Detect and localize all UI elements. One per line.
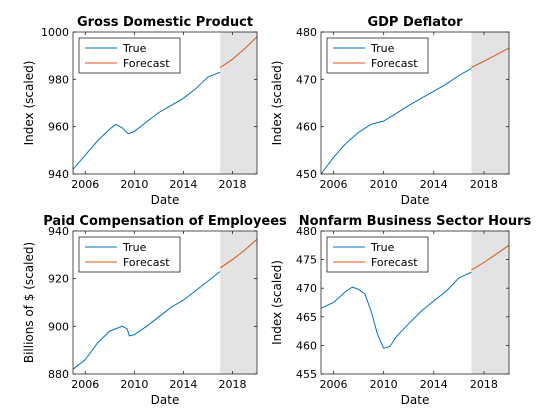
legend-box bbox=[326, 236, 429, 273]
x-axis-label: Date bbox=[151, 193, 180, 207]
y-tick-label: 920 bbox=[48, 273, 69, 286]
x-tick-label: 2018 bbox=[218, 378, 246, 391]
x-tick-label: 2010 bbox=[120, 178, 148, 191]
y-tick-label: 480 bbox=[296, 26, 317, 39]
legend-label: True bbox=[122, 42, 147, 55]
x-tick-label: 2018 bbox=[470, 178, 498, 191]
x-tick-label: 2010 bbox=[370, 178, 398, 191]
y-axis-label: Billions of $ (scaled) bbox=[22, 242, 36, 363]
chart-title: Nonfarm Business Sector Hours bbox=[299, 214, 532, 229]
series-true-line bbox=[72, 271, 221, 370]
forecast-region bbox=[471, 32, 509, 174]
y-tick-label: 940 bbox=[48, 168, 69, 181]
y-tick-label: 450 bbox=[296, 168, 317, 181]
y-tick-label: 465 bbox=[296, 311, 317, 324]
legend-label: Forecast bbox=[123, 256, 170, 269]
series-true-line bbox=[72, 71, 221, 170]
chart-panel-4: 2006 2010 2014 2018 455 460 465 470 475 480Nonfar… bbox=[270, 214, 532, 407]
y-tick-label: 460 bbox=[296, 121, 317, 134]
y-axis-label: Index (scaled) bbox=[270, 61, 284, 146]
y-tick-label: 880 bbox=[48, 368, 69, 381]
y-tick-label: 980 bbox=[48, 73, 69, 86]
x-axis-label: Date bbox=[401, 193, 430, 207]
chart-panel-1: 2006 2010 2014 2018 940 960 980 1000 Gross Domes… bbox=[22, 15, 258, 207]
axes-box bbox=[72, 31, 258, 175]
x-tick-label: 2014 bbox=[169, 378, 197, 391]
x-tick-label: 2006 bbox=[71, 178, 99, 191]
y-tick-label: 960 bbox=[48, 121, 69, 134]
legend: True Forecast bbox=[326, 236, 429, 273]
legend-box bbox=[78, 37, 181, 74]
y-axis-label: Index (scaled) bbox=[270, 260, 284, 345]
y-tick-label: 455 bbox=[296, 368, 317, 381]
x-axis-label: Date bbox=[151, 393, 180, 407]
y-tick-label: 470 bbox=[296, 73, 317, 86]
x-tick-label: 2010 bbox=[370, 378, 398, 391]
chart-panel-2: 2006 2010 2014 2018 450 460 470 480 GDP Deflator… bbox=[270, 15, 510, 207]
chart-title: GDP Deflator bbox=[367, 15, 463, 30]
y-axis-label: Index (scaled) bbox=[22, 61, 36, 146]
x-tick-label: 2006 bbox=[320, 178, 348, 191]
y-tick-label: 940 bbox=[48, 225, 69, 238]
chart-title: Gross Domestic Product bbox=[77, 15, 253, 30]
series-forecast-line bbox=[471, 47, 510, 68]
series-true-line bbox=[320, 271, 472, 349]
y-tick-label: 475 bbox=[296, 254, 317, 267]
legend: True Forecast bbox=[78, 236, 181, 273]
axes-box bbox=[320, 31, 510, 175]
x-tick-label: 2014 bbox=[420, 378, 448, 391]
series-true-line bbox=[320, 67, 472, 175]
axes-box bbox=[72, 230, 258, 375]
x-tick-label: 2006 bbox=[320, 378, 348, 391]
legend-label: Forecast bbox=[123, 57, 170, 70]
y-tick-label: 480 bbox=[296, 225, 317, 238]
x-tick-label: 2014 bbox=[420, 178, 448, 191]
x-tick-label: 2014 bbox=[169, 178, 197, 191]
legend-label: Forecast bbox=[371, 256, 418, 269]
forecast-region bbox=[471, 231, 509, 374]
x-tick-label: 2018 bbox=[218, 178, 246, 191]
x-tick-label: 2018 bbox=[470, 378, 498, 391]
y-tick-label: 470 bbox=[296, 282, 317, 295]
series-forecast-line bbox=[219, 238, 258, 269]
chart-title: Paid Compensation of Employees bbox=[43, 214, 287, 229]
legend: True Forecast bbox=[326, 37, 429, 74]
y-tick-label: 1000 bbox=[41, 26, 69, 39]
x-tick-label: 2006 bbox=[71, 378, 99, 391]
series-forecast-line bbox=[219, 36, 258, 68]
legend-label: True bbox=[122, 241, 147, 254]
y-tick-label: 460 bbox=[296, 339, 317, 352]
x-tick-label: 2010 bbox=[120, 378, 148, 391]
y-tick-label: 900 bbox=[48, 320, 69, 333]
forecast-region bbox=[220, 32, 257, 174]
legend-label: Forecast bbox=[371, 57, 418, 70]
series-forecast-line bbox=[471, 244, 510, 271]
legend-label: True bbox=[370, 42, 395, 55]
legend-box bbox=[326, 37, 429, 74]
axes-box bbox=[320, 230, 510, 375]
legend-label: True bbox=[370, 241, 395, 254]
x-axis-label: Date bbox=[401, 393, 430, 407]
legend: True Forecast bbox=[78, 37, 181, 74]
legend-box bbox=[78, 236, 181, 273]
forecast-region bbox=[220, 231, 257, 374]
